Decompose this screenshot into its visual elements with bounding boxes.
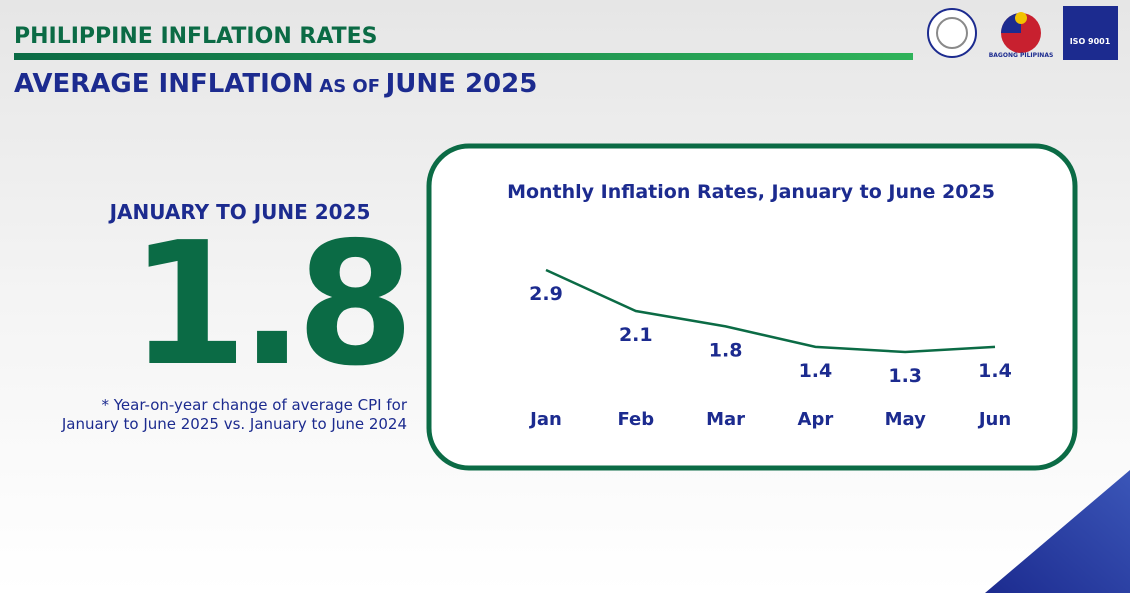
x-tick-label: Apr [798,409,834,430]
title-part: JUNE 2025 [384,69,538,99]
data-label: 1.3 [888,365,922,387]
section-title: PHILIPPINE INFLATION RATES [14,24,378,49]
logos: BAGONG PILIPINAS ISO 9001 [927,6,1118,60]
chart-title: Monthly Inflation Rates, January to June… [507,181,995,203]
logo-text: ISO 9001 [1070,37,1111,46]
note-line: January to June 2025 vs. January to June… [61,415,407,433]
title-part: AVERAGE INFLATION [14,69,314,99]
psa-logo-globe [936,17,968,49]
line [545,268,996,354]
data-label: 1.4 [978,360,1012,382]
title-part: AS OF [319,76,380,97]
header-bar [14,53,913,60]
logo-text: BAGONG PILIPINAS [989,52,1054,59]
note-line: * Year-on-year change of average CPI for [101,396,407,414]
period-label: JANUARY TO JUNE 2025 [108,200,371,224]
psa-logo [927,8,977,58]
x-tick-label: May [885,409,927,430]
big-value: 1.8 [129,206,406,404]
iso-logo [1063,6,1118,60]
page-title: AVERAGE INFLATION AS OF JUNE 2025 [14,69,537,99]
bp-logo-sun [1015,12,1027,24]
plot: 2.9 Jan 2.1 Feb 1.8 Mar 1.4 Apr 1.3 May 1.4 Jun [528,268,1012,430]
data-label: 2.9 [529,283,563,305]
chart-panel [426,143,1078,471]
x-tick-label: Mar [706,409,745,430]
x-tick-label: Feb [617,409,654,430]
x-tick-label: Jan [528,409,562,430]
x-tick-label: Jun [977,409,1011,430]
data-label: 1.8 [709,339,743,361]
corner-decoration [985,470,1130,593]
data-label: 2.1 [619,324,653,346]
data-label: 1.4 [799,360,833,382]
